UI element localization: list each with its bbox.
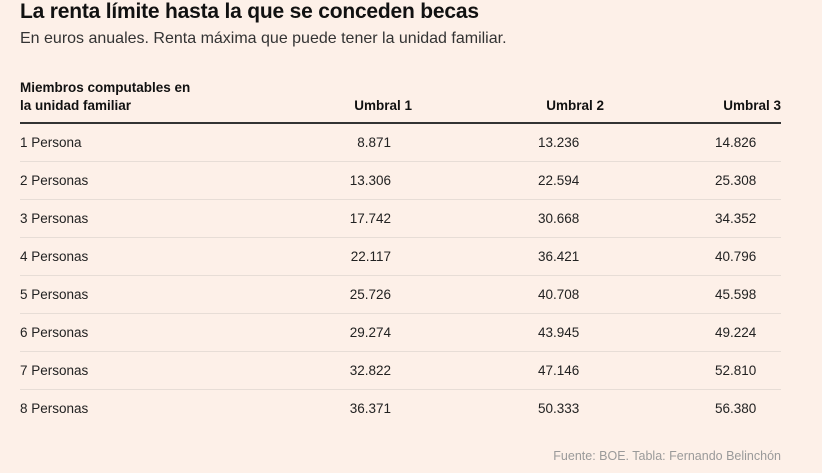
umbral-1-value: 36.371 <box>349 401 391 416</box>
row-label: 7 Personas <box>20 363 89 378</box>
umbral-1-value: 25.726 <box>349 287 391 302</box>
source-credit: Fuente: BOE. Tabla: Fernando Belinchón <box>553 449 781 463</box>
table-row: 5 Personas 25.726 40.708 45.598 <box>20 276 781 314</box>
umbral-2-value: 47.146 <box>538 363 580 378</box>
umbral-3-value: 52.810 <box>715 363 757 378</box>
page-title: La renta límite hasta la que se conceden… <box>20 0 479 23</box>
umbral-1-value: 8.871 <box>357 135 391 150</box>
umbral-2-value: 40.708 <box>538 287 580 302</box>
umbral-3-value: 40.796 <box>715 249 757 264</box>
umbral-3-value: 25.308 <box>715 173 757 188</box>
umbral-1-value: 32.822 <box>349 363 391 378</box>
umbral-1-value: 13.306 <box>349 173 391 188</box>
row-label: 6 Personas <box>20 325 89 340</box>
header-members-line2: la unidad familiar <box>20 98 132 113</box>
header-members: Miembros computables en la unidad famili… <box>20 79 230 115</box>
umbral-3-value: 14.826 <box>715 135 757 150</box>
row-label: 1 Persona <box>20 135 82 150</box>
table-row: 3 Personas 17.742 30.668 34.352 <box>20 200 781 238</box>
umbral-3-value: 49.224 <box>715 325 757 340</box>
income-threshold-table: Miembros computables en la unidad famili… <box>20 78 781 427</box>
header-umbral-2: Umbral 2 <box>546 98 604 113</box>
umbral-2-value: 13.236 <box>538 135 580 150</box>
table-row: 2 Personas 13.306 22.594 25.308 <box>20 162 781 200</box>
row-label: 4 Personas <box>20 249 89 264</box>
table-header: Miembros computables en la unidad famili… <box>20 78 781 124</box>
page-subtitle: En euros anuales. Renta máxima que puede… <box>20 30 507 47</box>
table-row: 7 Personas 32.822 47.146 52.810 <box>20 352 781 390</box>
row-label: 2 Personas <box>20 173 89 188</box>
table-row: 1 Persona 8.871 13.236 14.826 <box>20 124 781 162</box>
row-label: 8 Personas <box>20 401 89 416</box>
row-label: 3 Personas <box>20 211 89 226</box>
header-umbral-1: Umbral 1 <box>354 98 412 113</box>
umbral-2-value: 22.594 <box>538 173 580 188</box>
umbral-2-value: 43.945 <box>538 325 580 340</box>
umbral-3-value: 34.352 <box>715 211 757 226</box>
header-umbral-3: Umbral 3 <box>723 98 781 113</box>
table-row: 4 Personas 22.117 36.421 40.796 <box>20 238 781 276</box>
umbral-2-value: 50.333 <box>538 401 580 416</box>
table-body: 1 Persona 8.871 13.236 14.826 2 Personas… <box>20 124 781 427</box>
umbral-1-value: 29.274 <box>349 325 391 340</box>
table-row: 6 Personas 29.274 43.945 49.224 <box>20 314 781 352</box>
umbral-1-value: 17.742 <box>349 211 391 226</box>
row-label: 5 Personas <box>20 287 89 302</box>
table-row: 8 Personas 36.371 50.333 56.380 <box>20 390 781 427</box>
umbral-1-value: 22.117 <box>350 249 391 264</box>
umbral-3-value: 45.598 <box>715 287 757 302</box>
header-members-line1: Miembros computables en <box>20 80 191 95</box>
umbral-3-value: 56.380 <box>715 401 757 416</box>
umbral-2-value: 30.668 <box>538 211 580 226</box>
umbral-2-value: 36.421 <box>538 249 580 264</box>
